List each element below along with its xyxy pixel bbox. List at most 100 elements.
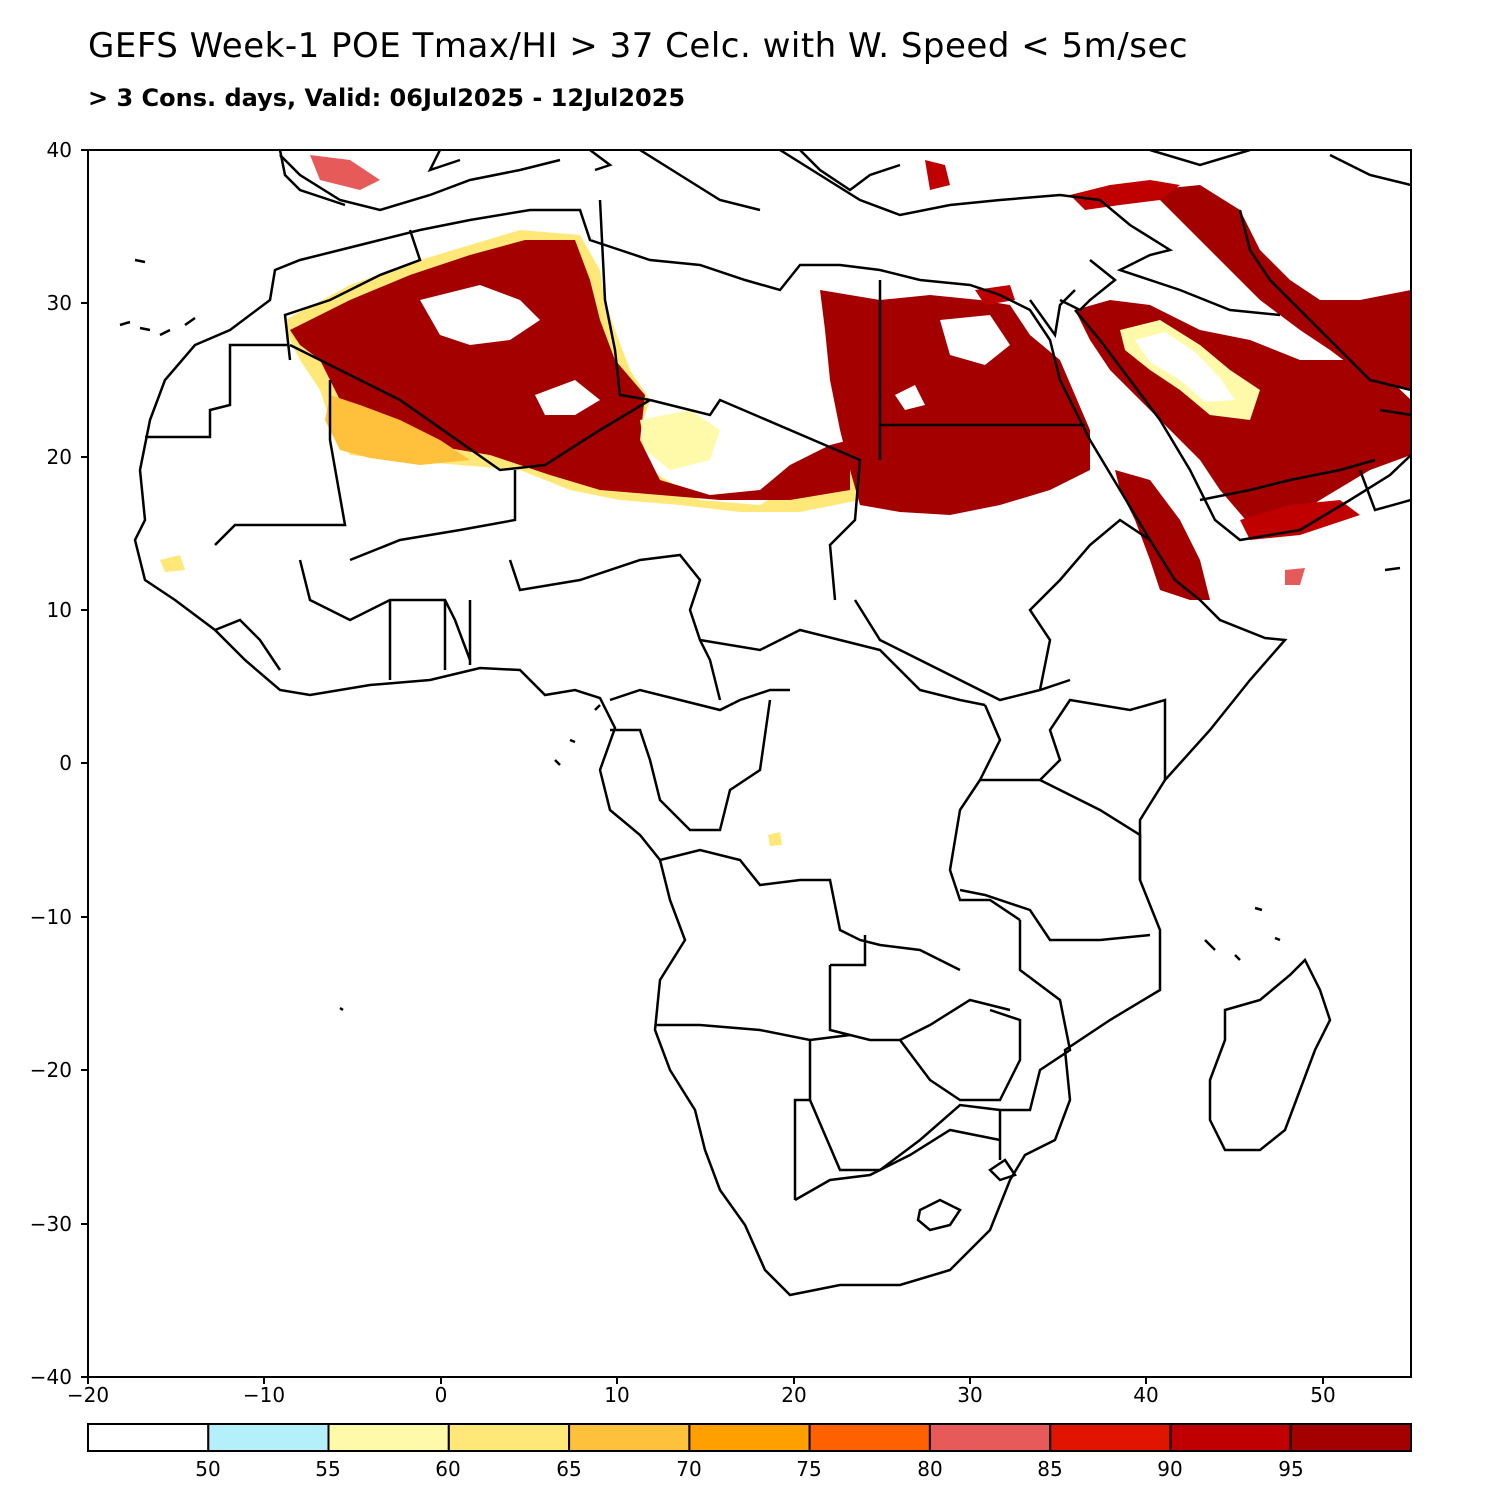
poe-area-mali-hole: [535, 380, 600, 415]
y-tick-label: −10: [30, 905, 72, 929]
poe-area-oman: [1285, 568, 1305, 585]
border-western-sahara: [145, 343, 288, 439]
y-tick-label: 40: [47, 138, 72, 162]
colorbar-swatch: [207, 1423, 330, 1452]
border-mozambique: [998, 920, 1072, 1160]
border-ethiopia: [1028, 518, 1151, 691]
y-tick-label: −30: [30, 1212, 72, 1236]
madagascar-coastline: [1208, 957, 1332, 1152]
gulf-of-guinea-islands: [554, 704, 601, 766]
colorbar-swatch: [568, 1423, 691, 1452]
colorbar-swatch: [87, 1423, 210, 1452]
colorbar-label: 60: [435, 1457, 460, 1481]
colorbar-swatch: [688, 1423, 811, 1452]
border-zimbabwe: [899, 1008, 1022, 1102]
border-sudan-south: [853, 599, 1071, 702]
canary-islands: [119, 316, 196, 337]
poe-area-arabia-hole-inner: [1135, 332, 1235, 402]
colorbar-label: 50: [195, 1457, 220, 1481]
greece-coast: [799, 150, 901, 192]
axis-ticks: [81, 149, 1324, 1384]
border-oman: [1358, 469, 1411, 512]
y-tick-label: −20: [30, 1058, 72, 1082]
border-iran-east: [1379, 408, 1411, 417]
border-south-africa: [794, 1128, 1001, 1202]
iberia-coast: [278, 150, 346, 207]
border-sinai: [1028, 289, 1076, 339]
border-guinea: [214, 618, 282, 671]
lesotho: [916, 1198, 962, 1232]
poe-area-chad-hole: [730, 420, 800, 470]
arabia-coastline: [1074, 309, 1411, 542]
poe-area-turkey-syria: [1070, 180, 1180, 210]
x-tick-labels: −20 −10 0 10 20 30 40 50: [67, 1383, 1336, 1407]
colorbar-swatch: [447, 1423, 571, 1452]
poe-area-senegal: [160, 555, 185, 572]
border-saudi-yemen: [1199, 458, 1376, 502]
colorbar-label: 90: [1157, 1457, 1182, 1481]
border-car: [699, 628, 986, 707]
cape-verde: [134, 258, 146, 264]
y-tick-label: −40: [30, 1365, 72, 1389]
border-algeria-libya: [598, 199, 651, 402]
border-uganda-kenya: [980, 698, 1167, 782]
border-drc-east: [948, 704, 1021, 922]
border-cameroon: [609, 688, 790, 712]
border-namibia: [655, 1023, 851, 1200]
border-algeria-mali: [289, 343, 651, 472]
italy-coast: [427, 150, 613, 173]
socotra: [1384, 566, 1401, 572]
country-borders: [145, 199, 1411, 1232]
coastlines: [119, 150, 1411, 1297]
colorbar-swatch: [808, 1423, 931, 1452]
border-gabon-congo: [610, 699, 772, 832]
colorbar-swatch: [928, 1423, 1052, 1452]
eswatini: [988, 1158, 1017, 1182]
poe-area-iraq-iran: [1150, 185, 1411, 390]
colorbar-label: 55: [315, 1457, 340, 1481]
poe-area-spain: [310, 155, 380, 190]
colorbar-label: 80: [917, 1457, 942, 1481]
x-tick-label: 20: [781, 1383, 806, 1407]
x-tick-label: 50: [1310, 1383, 1335, 1407]
y-tick-label: 0: [59, 751, 72, 775]
poe-area-mauritania-edge: [325, 395, 470, 465]
colorbar-label: 70: [676, 1457, 701, 1481]
y-tick-label: 10: [47, 598, 72, 622]
border-nigeria: [508, 553, 722, 701]
y-tick-label: 20: [47, 445, 72, 469]
x-tick-label: 10: [604, 1383, 629, 1407]
border-drc-west: [659, 848, 961, 972]
y-tick-labels: −40 −30 −20 −10 0 10 20 30 40: [30, 138, 72, 1389]
border-morocco-algeria: [283, 229, 422, 361]
poe-shading: [160, 155, 1411, 846]
st-helena: [339, 1006, 344, 1012]
y-tick-label: 30: [47, 291, 72, 315]
colorbar-label: 95: [1278, 1457, 1303, 1481]
x-tick-label: −20: [67, 1383, 109, 1407]
x-tick-label: 40: [1133, 1383, 1158, 1407]
x-tick-label: −10: [243, 1383, 285, 1407]
colorbar-swatch: [1169, 1423, 1292, 1452]
colorbar-swatch: [1289, 1423, 1412, 1452]
border-mauritania: [214, 380, 347, 546]
border-middle-east-1: [1099, 199, 1281, 317]
x-tick-label: 0: [435, 1383, 448, 1407]
border-mali-niger: [349, 470, 517, 562]
poe-area-algeria-hole: [420, 285, 540, 345]
colorbar-label: 65: [556, 1457, 581, 1481]
colorbar-swatch: [1049, 1423, 1172, 1452]
poe-area-congo-speck: [768, 832, 782, 846]
persian-gulf-coast: [1289, 299, 1411, 392]
africa-coastline: [133, 208, 1288, 1297]
map-title: GEFS Week-1 POE Tmax/HI > 37 Celc. with …: [88, 26, 1189, 66]
europe-coast: [279, 150, 1411, 217]
colorbar-labels: 50 55 60 65 70 75 80 85 90 95: [195, 1457, 1303, 1481]
border-tanzania: [959, 778, 1151, 942]
border-niger-chad: [649, 398, 862, 601]
poe-area-egypt-sudan: [820, 290, 1090, 515]
poe-area-yemen: [1240, 500, 1360, 540]
border-botswana: [808, 1099, 1001, 1172]
border-iraq-iran: [1238, 209, 1291, 301]
colorbar-label: 75: [796, 1457, 821, 1481]
